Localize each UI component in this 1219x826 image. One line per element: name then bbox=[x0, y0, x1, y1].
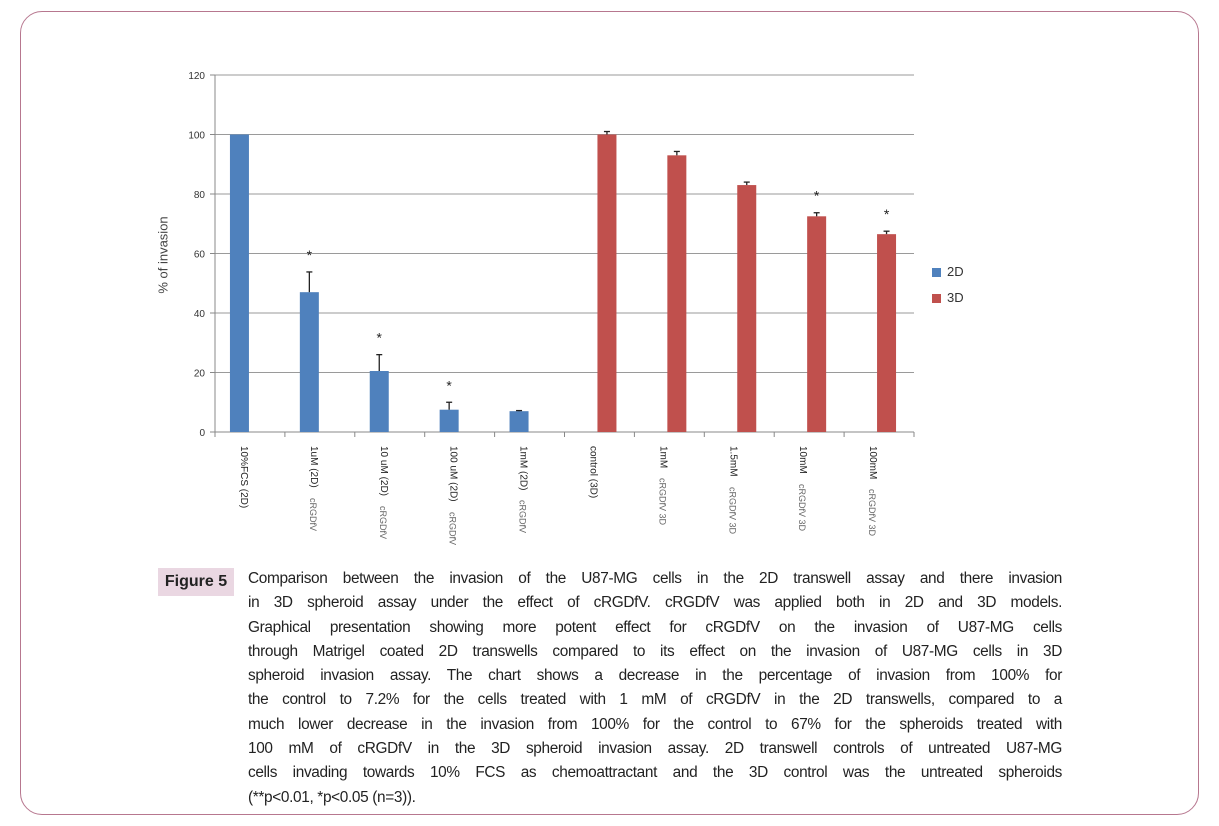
x-label-main: 100mM bbox=[867, 446, 879, 480]
x-label-sub: cRGDfV bbox=[517, 500, 528, 534]
x-label-main: 10%FCS (2D) bbox=[237, 446, 249, 509]
bar-3d bbox=[737, 185, 757, 432]
x-tick-label: 10mM cRGDfV 3D bbox=[797, 446, 808, 531]
y-tick-label: 0 bbox=[199, 428, 205, 439]
x-tick-label: 1.5mM cRGDfV 3D bbox=[727, 446, 738, 534]
y-tick-label: 60 bbox=[194, 250, 206, 261]
x-label-main: 10 uM (2D) bbox=[377, 446, 389, 497]
x-tick-label: 10%FCS (2D) bbox=[238, 446, 249, 508]
bar-2d bbox=[509, 411, 529, 432]
legend-swatch-2d bbox=[932, 268, 941, 278]
x-tick-label: control (3D) bbox=[587, 446, 598, 498]
significance-marker: * bbox=[884, 206, 890, 222]
caption-line: much lower decrease in the invasion from… bbox=[248, 715, 1062, 733]
caption-line: 100 mM of cRGDfV in the 3D spheroid inva… bbox=[248, 740, 1062, 758]
x-label-main: control (3D) bbox=[587, 446, 599, 499]
x-tick-label: 100 uM (2D) cRGDfV bbox=[448, 446, 459, 545]
x-label-sub: cRGDfV 3D bbox=[867, 489, 878, 537]
bar-2d bbox=[369, 371, 389, 432]
figure-tag: Figure 5 bbox=[158, 568, 234, 596]
x-label-sub: cRGDfV 3D bbox=[657, 478, 668, 526]
x-label-sub: cRGDfV 3D bbox=[727, 486, 738, 534]
x-tick-label: 1mM cRGDfV 3D bbox=[657, 446, 668, 525]
bar-2d bbox=[299, 292, 319, 432]
x-tick-label: 10 uM (2D) cRGDfV bbox=[378, 446, 389, 539]
legend-swatch-3d bbox=[932, 294, 941, 304]
bar-3d bbox=[597, 134, 617, 432]
y-tick-label: 40 bbox=[194, 309, 206, 320]
x-label-sub: cRGDfV 3D bbox=[797, 483, 808, 531]
legend-label: 3D bbox=[947, 290, 964, 305]
caption-line: Comparison between the invasion of the U… bbox=[248, 570, 1062, 587]
significance-marker: * bbox=[377, 330, 383, 346]
y-tick-label: 80 bbox=[194, 190, 206, 201]
figure-frame bbox=[20, 11, 1199, 815]
y-axis-label: % of invasion bbox=[155, 216, 171, 294]
bar-3d bbox=[877, 234, 897, 432]
caption-line: Graphical presentation showing more pote… bbox=[248, 618, 1062, 636]
x-label-main: 1mM bbox=[657, 446, 669, 469]
x-tick-label: 1uM (2D) cRGDfV bbox=[308, 446, 319, 531]
x-label-sub: cRGDfV bbox=[307, 497, 318, 531]
significance-marker: * bbox=[446, 377, 452, 393]
x-label-sub: cRGDfV bbox=[377, 506, 388, 540]
x-label-main: 1.5mM bbox=[727, 446, 739, 477]
significance-marker: * bbox=[307, 247, 313, 263]
significance-marker: * bbox=[814, 188, 820, 204]
bar-3d bbox=[667, 155, 687, 432]
legend-item-3d: 3D bbox=[932, 290, 964, 305]
figure-caption: Comparison between the invasion of the U… bbox=[248, 567, 1062, 810]
y-tick-label: 100 bbox=[188, 131, 205, 142]
x-label-main: 100 uM (2D) bbox=[447, 446, 459, 502]
bar-3d bbox=[807, 216, 827, 432]
x-label-sub: cRGDfV bbox=[447, 511, 458, 545]
y-tick-label: 120 bbox=[188, 71, 205, 82]
x-tick-label: 1mM (2D) cRGDfV bbox=[518, 446, 529, 533]
caption-line: spheroid invasion assay. The chart shows… bbox=[248, 667, 1062, 685]
caption-line: cells invading towards 10% FCS as chemoa… bbox=[248, 764, 1062, 782]
caption-line: in 3D spheroid assay under the effect of… bbox=[248, 594, 1062, 612]
legend-label: 2D bbox=[947, 264, 964, 279]
caption-line: (**p<0.01, *p<0.05 (n=3)). bbox=[248, 788, 416, 806]
y-tick-label: 20 bbox=[194, 369, 206, 380]
legend-item-2d: 2D bbox=[932, 264, 964, 279]
bar-2d bbox=[229, 134, 249, 432]
caption-line: the control to 7.2% for the cells treate… bbox=[248, 691, 1062, 709]
x-label-main: 10mM bbox=[797, 446, 809, 474]
x-tick-label: 100mM cRGDfV 3D bbox=[867, 446, 878, 536]
caption-line: through Matrigel coated 2D transwells co… bbox=[248, 642, 1062, 660]
x-label-main: 1mM (2D) bbox=[517, 446, 529, 491]
x-label-main: 1uM (2D) bbox=[307, 446, 319, 488]
bar-2d bbox=[439, 409, 459, 432]
